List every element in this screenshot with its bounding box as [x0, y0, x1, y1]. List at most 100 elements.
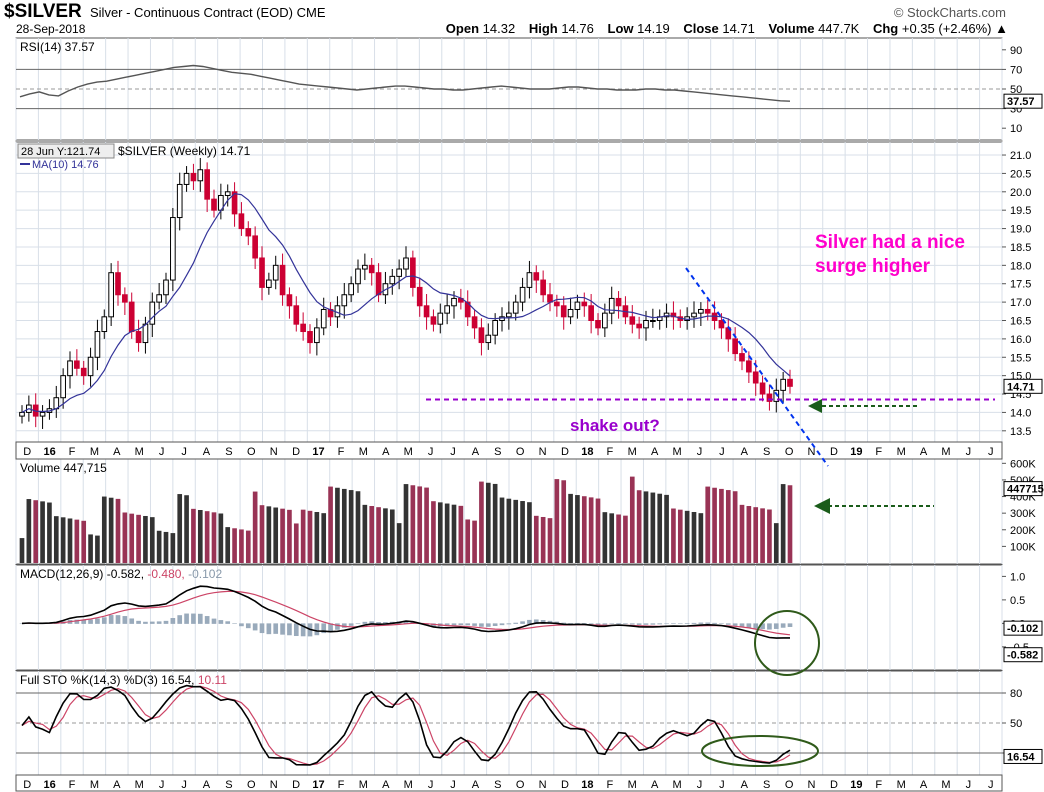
x-tick-label: O	[785, 446, 794, 458]
x-tick-label: M	[135, 446, 144, 458]
macd-histogram-bar	[88, 619, 93, 624]
volume-bar	[143, 515, 148, 563]
candle	[135, 331, 142, 344]
volume-bar	[273, 507, 279, 563]
y-tick-label: 16.0	[1010, 334, 1031, 346]
macd-histogram-bar	[568, 623, 573, 624]
y-tick-label: 0.5	[1010, 595, 1025, 607]
volume-bar	[643, 491, 649, 563]
volume-bar	[636, 490, 642, 563]
x-tick-label: 17	[312, 446, 324, 458]
brand-logo: © StockCharts.com	[893, 5, 1006, 20]
last-value-label: 14.71	[1007, 381, 1035, 393]
x-tick-label: N	[270, 446, 278, 458]
macd-histogram-bar	[95, 618, 100, 624]
macd-histogram-bar	[760, 623, 765, 630]
x-tick-label: D	[561, 446, 569, 458]
macd-histogram-bar	[451, 623, 457, 626]
volume-bar	[60, 517, 66, 563]
surge-annotation-line2: surge higher	[815, 256, 931, 277]
x-tick-label: A	[472, 446, 480, 458]
candle	[602, 312, 608, 329]
candle	[19, 411, 25, 417]
macd-histogram-bar	[328, 623, 333, 632]
candle	[245, 228, 252, 237]
x-tick-label: A	[920, 446, 928, 458]
macd-histogram-bar	[623, 623, 628, 624]
candle	[238, 213, 245, 230]
x-tick-label: F	[875, 779, 882, 791]
macd-histogram-bar	[218, 620, 224, 624]
x-tick-label: A	[382, 779, 390, 791]
x-tick-label: D	[830, 779, 838, 791]
candle	[608, 297, 615, 314]
candle	[787, 378, 793, 387]
candle	[670, 312, 677, 318]
macd-histogram-bar	[184, 613, 189, 624]
macd-histogram-bar	[232, 623, 237, 624]
candle	[87, 356, 94, 377]
candle	[567, 308, 574, 318]
x-tick-label: O	[516, 446, 525, 458]
volume-bar	[149, 517, 155, 563]
x-tick-label: J	[428, 446, 434, 458]
symbol: $SILVER	[4, 1, 82, 22]
macd-histogram-bar	[101, 617, 107, 624]
volume-bar	[88, 534, 93, 563]
macd-histogram-bar	[252, 623, 258, 631]
up-arrow-icon: ▲	[995, 21, 1008, 36]
macd-histogram-bar	[362, 621, 368, 624]
y-tick-label: 70	[1010, 64, 1022, 76]
x-tick-label: M	[941, 779, 950, 791]
volume-bar	[671, 508, 676, 563]
ma-legend: MA(10) 14.76	[32, 159, 99, 171]
volume-bar	[568, 493, 573, 563]
macd-histogram-bar	[163, 620, 169, 624]
volume-bar	[629, 476, 635, 563]
x-tick-label: D	[23, 446, 31, 458]
volume-bar	[760, 508, 765, 563]
open-value: 14.32	[482, 21, 516, 36]
x-tick-label: O	[516, 779, 525, 791]
shake-out-annotation: shake out?	[570, 416, 660, 435]
volume-bar	[725, 490, 731, 563]
volume-bar	[588, 497, 594, 563]
volume-bar	[485, 482, 491, 563]
macd-histogram-bar	[355, 623, 361, 624]
macd-histogram-bar	[211, 618, 217, 624]
candle	[74, 360, 80, 369]
candle	[128, 301, 135, 333]
candle	[629, 316, 636, 325]
last-value-label: -0.582	[1007, 650, 1038, 662]
volume-bar	[335, 487, 340, 563]
chg-label: Chg	[872, 21, 899, 36]
candle	[183, 172, 190, 185]
volume-bar	[156, 530, 162, 563]
x-tick-label: 18	[581, 779, 593, 791]
candle	[732, 338, 738, 355]
macd-histogram-bar	[129, 618, 135, 624]
x-tick-label: J	[450, 779, 456, 791]
y-tick-label: 18.5	[1010, 242, 1031, 254]
x-tick-label: N	[270, 779, 278, 791]
last-value-label: 16.54	[1007, 751, 1035, 763]
volume-bar	[581, 496, 587, 563]
sto-title: Full STO %K(14,3) %D(3) 16.54, 10.11	[20, 673, 227, 687]
high-value: 14.76	[561, 21, 594, 36]
candle	[698, 308, 704, 314]
x-tick-label: J	[181, 446, 187, 458]
macd-histogram-bar	[657, 623, 663, 625]
x-tick-label: 17	[312, 779, 324, 791]
x-tick-label: F	[69, 779, 76, 791]
volume-title: Volume 447,715	[20, 461, 107, 475]
x-tick-label: A	[920, 779, 928, 791]
volume-bar	[369, 506, 375, 563]
last-value-box	[1003, 647, 1043, 663]
volume-bar	[47, 502, 52, 563]
volume-bar	[527, 502, 532, 563]
candle	[279, 264, 286, 296]
volume-bar	[705, 486, 711, 563]
volume-bar	[19, 538, 25, 563]
volume-bar	[520, 501, 525, 563]
y-tick-label: 14.0	[1010, 407, 1031, 419]
